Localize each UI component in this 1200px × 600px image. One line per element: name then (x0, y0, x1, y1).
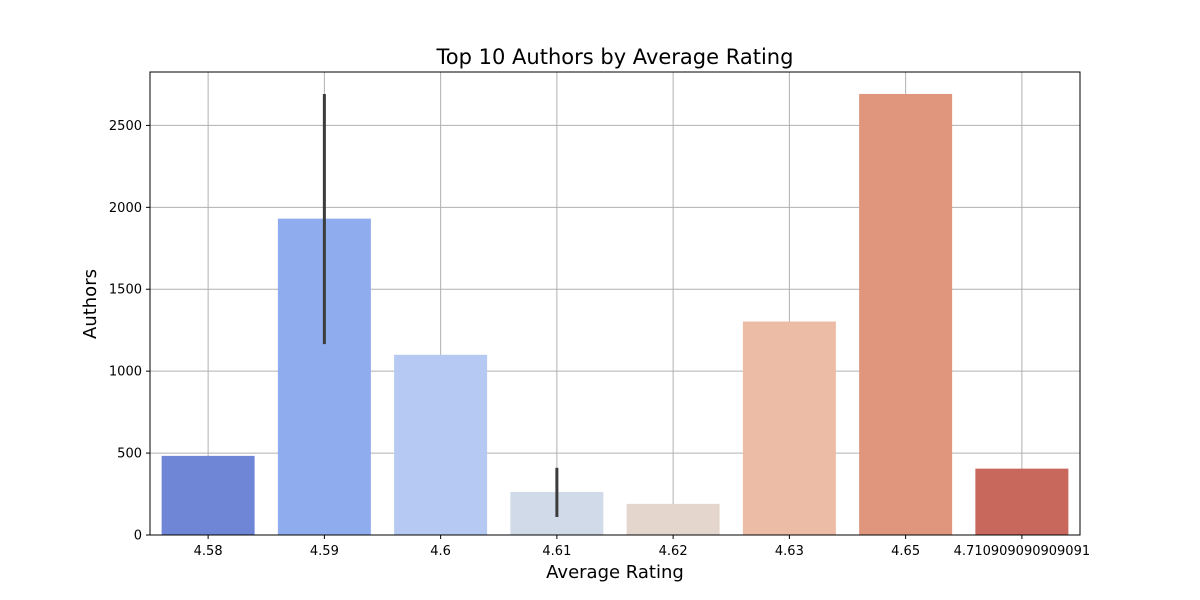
x-tick-label: 4.63 (775, 544, 804, 559)
bar (394, 354, 488, 535)
y-tick-label: 2000 (109, 201, 142, 216)
chart-title: Top 10 Authors by Average Rating (436, 45, 794, 69)
x-tick-label: 4.65 (891, 544, 920, 559)
tick-layer: 0 500 1000 1500 2000 2500 4.58 4.59 4.6 4.61 4.62 4… (109, 119, 1090, 559)
y-tick-label: 0 (134, 529, 142, 544)
bar (742, 321, 836, 535)
bar (161, 455, 255, 535)
x-tick-label: 4.710909090909091 (954, 544, 1090, 559)
x-tick-label: 4.62 (659, 544, 688, 559)
y-tick-label: 2500 (109, 119, 142, 134)
x-tick-label: 4.61 (542, 544, 571, 559)
y-tick-label: 1000 (109, 365, 142, 380)
x-axis-label: Average Rating (546, 562, 684, 583)
x-tick-label: 4.59 (310, 544, 339, 559)
x-tick-label: 4.58 (194, 544, 223, 559)
plot-frame (149, 71, 1081, 536)
y-axis-label: Authors (80, 269, 101, 339)
y-tick-label: 500 (117, 447, 142, 462)
x-tick-label: 4.6 (430, 544, 451, 559)
bar (975, 468, 1069, 535)
error-bar-layer (322, 93, 559, 517)
y-tick-label: 1500 (109, 283, 142, 298)
bar (626, 503, 720, 535)
bar-layer (161, 93, 1069, 536)
bar (859, 93, 953, 536)
